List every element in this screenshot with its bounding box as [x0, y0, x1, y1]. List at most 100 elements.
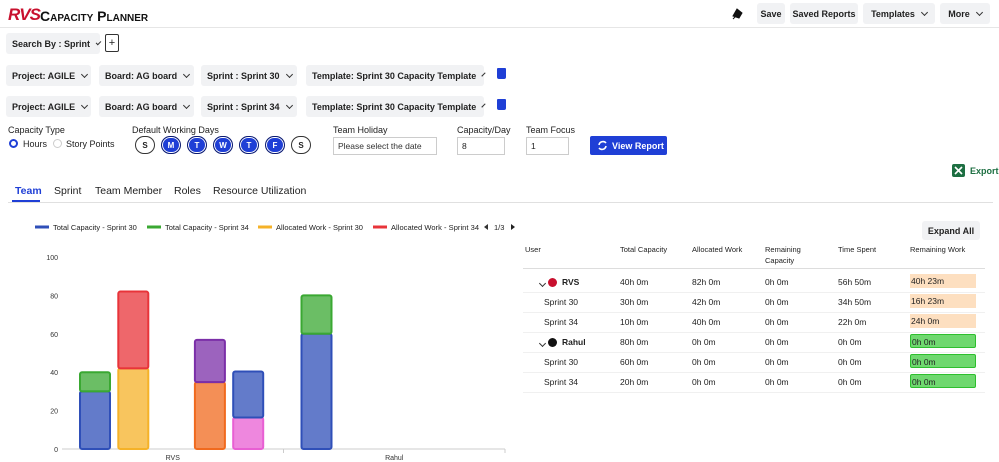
x-tick-label: RVS — [166, 455, 181, 462]
table-cell: 0h 0m — [765, 337, 789, 347]
tab[interactable]: Sprint — [54, 185, 82, 197]
user-cell: Sprint 30 — [544, 297, 579, 307]
row-divider — [523, 332, 985, 333]
day-toggle[interactable]: S — [291, 136, 311, 154]
filter-select[interactable]: Sprint : Sprint 34 — [201, 96, 297, 117]
team-focus-input[interactable]: 1 — [526, 137, 569, 155]
column-header: Time Spent — [838, 245, 877, 254]
radio-story-points[interactable] — [53, 139, 62, 148]
legend-prev — [484, 224, 488, 230]
radio-hours[interactable] — [9, 139, 18, 148]
excel-icon[interactable] — [952, 164, 965, 177]
bar-segment — [232, 370, 265, 419]
remaining-work-cell: 16h 23m — [910, 294, 976, 308]
table-cell: 30h 0m — [620, 297, 649, 307]
header-button[interactable]: Templates — [863, 3, 935, 24]
filter-select[interactable]: Project: AGILE — [6, 96, 91, 117]
day-toggle[interactable]: F — [265, 136, 285, 154]
table-cell: 22h 0m — [838, 317, 867, 327]
header-button[interactable]: Saved Reports — [790, 3, 858, 24]
y-tick-label: 20 — [50, 409, 58, 416]
filter-select[interactable]: Project: AGILE — [6, 65, 91, 86]
legend-label: Allocated Work - Sprint 30 — [276, 223, 363, 232]
tab[interactable]: Resource Utilization — [213, 185, 307, 197]
y-tick-label: 80 — [50, 293, 58, 300]
table-cell: 0h 0m — [692, 357, 716, 367]
tab-divider — [8, 202, 993, 203]
table-cell: 60h 0m — [620, 357, 649, 367]
bar-segment — [193, 381, 226, 450]
search-by-select[interactable]: Search By : Sprint — [6, 33, 100, 54]
bar-segment — [117, 367, 150, 450]
user-cell: Rahul — [562, 337, 586, 347]
table-cell: 82h 0m — [692, 277, 721, 287]
view-report-button[interactable]: View Report — [590, 136, 667, 155]
table-cell: 0h 0m — [838, 377, 862, 387]
tab[interactable]: Team Member — [95, 185, 163, 197]
table-cell: 0h 0m — [692, 337, 716, 347]
app-title: Capacity Planner — [40, 8, 149, 24]
row-divider — [523, 372, 985, 373]
team-holiday-input[interactable]: Please select the date — [333, 137, 437, 155]
table-cell: 40h 0m — [620, 277, 649, 287]
legend-next — [511, 224, 515, 230]
tab[interactable]: Roles — [174, 185, 201, 197]
bar-segment — [300, 332, 333, 450]
table-cell: 0h 0m — [692, 377, 716, 387]
bar-segment — [193, 338, 226, 384]
team-holiday-label: Team Holiday — [333, 125, 388, 135]
expand-toggle[interactable] — [533, 278, 545, 288]
legend-page: 1/3 — [494, 223, 504, 232]
x-tick-label: Rahul — [385, 455, 404, 462]
header-button[interactable]: Save — [757, 3, 785, 24]
filter-select[interactable]: Template: Sprint 30 Capacity Template — [306, 65, 484, 86]
delete-icon[interactable] — [497, 99, 506, 110]
capacity-per-day-label: Capacity/Day — [457, 125, 511, 135]
expand-all-button[interactable]: Expand All — [922, 221, 980, 240]
refresh-icon — [598, 140, 607, 151]
user-icon — [548, 278, 557, 287]
capacity-type-label: Capacity Type — [8, 125, 65, 135]
table-cell: 56h 50m — [838, 277, 872, 287]
table-cell: 34h 50m — [838, 297, 872, 307]
table-cell: 42h 0m — [692, 297, 721, 307]
remaining-work-cell: 0h 0m — [910, 334, 976, 348]
filter-select[interactable]: Board: AG board — [99, 65, 194, 86]
remaining-work-cell: 0h 0m — [910, 354, 976, 368]
radio-label: Story Points — [66, 139, 115, 149]
bar-segment — [79, 390, 111, 450]
delete-icon[interactable] — [497, 68, 506, 79]
day-toggle[interactable]: W — [213, 136, 233, 154]
bar-segment — [232, 416, 265, 451]
tab[interactable]: Team — [15, 185, 42, 197]
filter-select[interactable]: Template: Sprint 30 Capacity Template — [306, 96, 484, 117]
logo: RVS — [8, 5, 41, 24]
filter-select[interactable]: Board: AG board — [99, 96, 194, 117]
day-toggle[interactable]: T — [187, 136, 207, 154]
notification-icon[interactable] — [731, 7, 744, 20]
column-header: Allocated Work — [692, 245, 743, 254]
add-button[interactable]: + — [105, 34, 119, 52]
filter-select[interactable]: Sprint : Sprint 30 — [201, 65, 297, 86]
bar-segment — [300, 294, 333, 335]
header-button[interactable]: More — [940, 3, 990, 24]
table-cell: 0h 0m — [765, 317, 789, 327]
table-cell: 0h 0m — [838, 357, 862, 367]
capacity-per-day-input[interactable]: 8 — [457, 137, 505, 155]
active-tab-underline — [12, 200, 40, 202]
user-cell: Sprint 34 — [544, 377, 579, 387]
table-cell: 10h 0m — [620, 317, 649, 327]
table-cell: 0h 0m — [765, 377, 789, 387]
expand-toggle[interactable] — [533, 338, 545, 348]
export-link[interactable]: Export — [970, 166, 999, 176]
day-toggle[interactable]: S — [135, 136, 155, 154]
column-header: User — [525, 245, 541, 254]
y-tick-label: 100 — [46, 255, 58, 262]
remaining-work-cell: 24h 0m — [910, 314, 976, 328]
y-tick-label: 40 — [50, 370, 58, 377]
day-toggle[interactable]: T — [239, 136, 259, 154]
day-toggle[interactable]: M — [161, 136, 181, 154]
table-cell: 0h 0m — [765, 277, 789, 287]
remaining-work-cell: 40h 23m — [910, 274, 976, 288]
